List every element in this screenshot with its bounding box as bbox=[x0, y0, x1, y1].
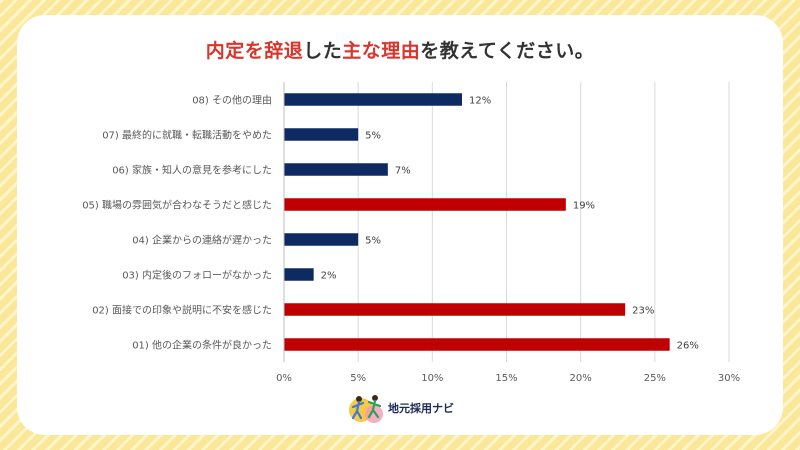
data-label: 5% bbox=[365, 236, 381, 247]
x-tick-label: 0% bbox=[276, 373, 292, 384]
data-label: 12% bbox=[469, 96, 491, 107]
title-part-2: 辞退 bbox=[264, 40, 304, 62]
category-label: 03) 内定後のフォローがなかった bbox=[122, 269, 272, 282]
category-label: 05) 職場の雰囲気が合わなそうだと感じた bbox=[82, 199, 272, 212]
logo-text: 地元採用ナビ bbox=[388, 402, 454, 415]
category-label: 02) 面接での印象や説明に不安を感じた bbox=[92, 304, 272, 317]
bar bbox=[284, 128, 359, 141]
logo: 地元採用ナビ bbox=[348, 392, 458, 426]
category-label: 07) 最終的に就職・転職活動をやめた bbox=[102, 129, 272, 142]
bar bbox=[284, 93, 462, 106]
category-label: 04) 企業からの連絡が遅かった bbox=[132, 234, 272, 247]
x-tick-label: 5% bbox=[350, 373, 366, 384]
x-tick-label: 10% bbox=[421, 373, 443, 384]
category-label: 01) 他の企業の条件が良かった bbox=[132, 339, 272, 352]
x-tick-label: 25% bbox=[644, 373, 666, 384]
x-tick-label: 30% bbox=[718, 373, 740, 384]
data-label: 7% bbox=[395, 166, 411, 177]
data-label: 26% bbox=[677, 341, 699, 352]
title-part-5: を教えてください。 bbox=[420, 40, 595, 62]
logo-people-icon bbox=[349, 395, 383, 423]
category-label: 08) その他の理由 bbox=[192, 94, 272, 107]
bar bbox=[284, 163, 388, 176]
data-label: 2% bbox=[321, 271, 337, 282]
title-part-4: 主な理由 bbox=[342, 40, 421, 62]
chart-title: 内定を辞退した主な理由を教えてください。 bbox=[0, 36, 800, 63]
data-label: 19% bbox=[573, 201, 595, 212]
bar bbox=[284, 303, 626, 316]
bar bbox=[284, 233, 359, 246]
title-part-3: した bbox=[303, 40, 343, 62]
x-tick-label: 20% bbox=[570, 373, 592, 384]
x-tick-label: 15% bbox=[495, 373, 517, 384]
bar bbox=[284, 198, 566, 211]
category-label: 06) 家族・知人の意見を参考にした bbox=[112, 164, 272, 177]
bar bbox=[284, 338, 670, 351]
data-label: 23% bbox=[632, 306, 654, 317]
bar bbox=[284, 268, 314, 281]
title-part-1: 内定を bbox=[205, 40, 265, 62]
data-label: 5% bbox=[365, 131, 381, 142]
